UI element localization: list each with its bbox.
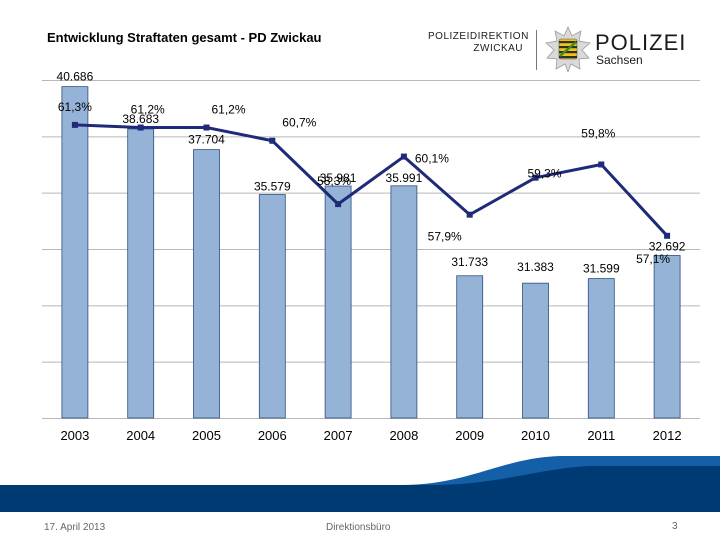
line-point-2006 (269, 137, 276, 144)
bar-label-2008: 35.991 (386, 171, 423, 185)
x-tick-2009: 2009 (455, 428, 484, 443)
brand-sachsen: Sachsen (596, 53, 643, 67)
bar-label-2009: 31.733 (451, 255, 488, 269)
x-tick-2003: 2003 (60, 428, 89, 443)
page-number: 3 (672, 521, 678, 532)
x-tick-2011: 2011 (587, 428, 615, 443)
line-point-2003 (71, 121, 78, 128)
line-label-2011: 59,8% (581, 127, 615, 141)
bar-2003 (61, 86, 89, 419)
x-tick-2004: 2004 (126, 428, 155, 443)
bar-2010 (522, 282, 549, 419)
bar-label-2003: 40.686 (57, 70, 94, 84)
x-tick-2006: 2006 (258, 428, 287, 443)
x-tick-2010: 2010 (521, 428, 550, 443)
bar-label-2011: 31.599 (583, 262, 620, 276)
line-label-2012: 57,1% (636, 252, 670, 266)
chart-title: Entwicklung Straftaten gesamt - PD Zwick… (47, 30, 322, 45)
bar-2006 (258, 194, 286, 419)
logo-line-2: ZWICKAU (473, 43, 523, 54)
bar-label-2012: 32.692 (649, 240, 686, 254)
polizeidirektion-logo: POLIZEIDIREKTION ZWICKAU (428, 31, 529, 55)
bar-2011 (587, 278, 615, 419)
bars (61, 86, 681, 419)
footer-department: Direktionsbüro (326, 522, 391, 533)
logo-line-1: POLIZEIDIREKTION (428, 31, 529, 42)
bar-2012 (653, 255, 681, 419)
bar-2007 (324, 185, 352, 419)
line-point-2012 (664, 232, 671, 239)
line-label-2004: 61,2% (131, 103, 165, 117)
line-label-2007: 58,3% (317, 174, 351, 188)
x-tick-2005: 2005 (192, 428, 221, 443)
crime-statistics-chart: 40.686 38.683 37.704 35.579 35.981 35.991 31.7… (42, 70, 700, 443)
bar-2005 (193, 149, 220, 419)
police-star-badge-icon (545, 26, 591, 72)
bar-label-2005: 37.704 (188, 133, 225, 147)
line-point-2011 (598, 161, 605, 168)
line-point-2010 (532, 174, 539, 181)
line-label-2009: 57,9% (428, 230, 462, 244)
line-point-2004 (137, 124, 144, 131)
x-tick-2008: 2008 (389, 428, 418, 443)
footer-band (0, 452, 720, 520)
bar-2008 (390, 185, 418, 419)
line-point-2007 (335, 201, 342, 208)
brand-polizei: POLIZEI (595, 30, 687, 55)
x-axis: 2003 2004 2005 2006 2007 2008 2009 2010 2011 2012 (60, 428, 681, 443)
line-point-2005 (203, 124, 210, 131)
line-point-2009 (466, 211, 473, 218)
line-label-2006: 60,7% (282, 116, 316, 130)
bar-label-2010: 31.383 (517, 260, 554, 274)
bar-2009 (456, 275, 484, 419)
line-label-2010: 59,3% (527, 167, 561, 181)
bar-label-2006: 35.579 (254, 180, 291, 194)
footer-date: 17. April 2013 (44, 522, 106, 533)
header-divider (536, 30, 537, 70)
percentage-line (71, 121, 671, 239)
x-tick-2012: 2012 (653, 428, 682, 443)
line-label-2005: 61,2% (211, 103, 245, 117)
percentage-series-line (74, 123, 669, 237)
bar-2004 (127, 128, 155, 419)
data-labels: 40.686 38.683 37.704 35.579 35.981 35.991 31.7… (57, 70, 686, 276)
line-point-2008 (400, 153, 407, 160)
bar-label-2007: 35.981 (320, 171, 357, 185)
x-tick-2007: 2007 (324, 428, 353, 443)
line-label-2008: 60,1% (415, 152, 449, 166)
line-label-2003: 61,3% (58, 100, 92, 114)
bar-label-2004: 38.683 (122, 112, 159, 126)
